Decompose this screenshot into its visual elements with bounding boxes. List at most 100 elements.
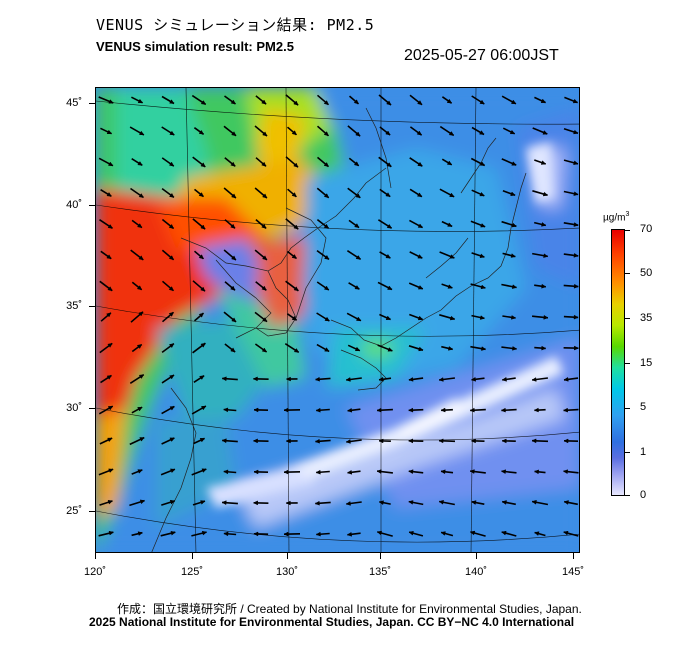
wind-arrow-head xyxy=(137,469,143,474)
lat-label-35: 35˚ xyxy=(66,300,82,312)
wind-arrow-head xyxy=(323,131,329,137)
wind-arrow-head xyxy=(418,346,424,352)
wind-arrow-head xyxy=(469,407,475,413)
wind-arrow-head xyxy=(139,499,146,505)
lat-label-40: 40˚ xyxy=(66,199,82,211)
wind-arrow-head xyxy=(479,130,485,135)
colorbar-tick xyxy=(625,408,630,409)
lon-label-135: 135˚ xyxy=(368,566,392,578)
wind-arrow-head xyxy=(138,311,144,317)
wind-arrow-head xyxy=(480,346,487,351)
wind-arrow-head xyxy=(562,407,568,413)
wind-arrow-head xyxy=(323,285,330,291)
wind-arrow-head xyxy=(573,252,579,258)
wind-arrow-head xyxy=(169,499,176,505)
wind-arrow-head xyxy=(221,438,227,444)
wind-arrow-head xyxy=(168,343,175,349)
wind-arrow-head xyxy=(416,192,423,198)
wind-arrow-head xyxy=(510,253,516,258)
wind-arrow-head xyxy=(107,343,113,348)
wind-arrow-head xyxy=(223,531,229,537)
wind-arrow-head xyxy=(541,345,547,351)
wind-arrow-head xyxy=(345,501,351,506)
wind-arrow-head xyxy=(198,129,205,135)
wind-arrow-head xyxy=(347,407,353,413)
wind-arrow-head xyxy=(510,191,516,196)
wind-arrow-head xyxy=(107,437,113,443)
wind-arrow-head xyxy=(500,407,506,413)
wind-arrow-head xyxy=(355,316,362,321)
wind-arrow-head xyxy=(574,345,579,351)
wind-arrow-head xyxy=(230,161,236,167)
wind-arrow-head xyxy=(108,99,114,104)
wind-arrow-head xyxy=(469,530,476,536)
wind-arrow-head xyxy=(223,469,229,475)
wind-arrow-head xyxy=(562,469,568,475)
wind-arrow-head xyxy=(230,347,236,353)
wind-arrow-head xyxy=(378,500,384,506)
wind-arrow-head xyxy=(201,468,207,473)
wind-arrow-head xyxy=(170,468,176,474)
wind-arrow-head xyxy=(573,160,579,166)
wind-arrow-head xyxy=(108,468,114,473)
lon-label-120: 120˚ xyxy=(83,566,107,578)
wind-arrow-head xyxy=(563,376,569,382)
wind-arrow-head xyxy=(449,192,455,198)
wind-arrow-head xyxy=(446,98,453,104)
wind-arrow-head xyxy=(531,377,537,382)
wind-arrow-head xyxy=(314,438,320,444)
wind-arrow-head xyxy=(106,254,112,260)
wind-arrow-head xyxy=(221,500,227,506)
wind-arrow-head xyxy=(511,284,518,289)
wind-arrow-head xyxy=(511,161,517,166)
lat-tick xyxy=(89,103,95,104)
wind-arrow-head xyxy=(385,130,391,136)
wind-arrow-head xyxy=(106,129,113,134)
wind-arrow-head xyxy=(354,223,360,228)
wind-arrow-head xyxy=(168,311,174,317)
lon-label-130: 130˚ xyxy=(275,566,299,578)
wind-arrow-head xyxy=(480,284,486,290)
wind-arrow-head xyxy=(253,469,259,475)
wind-arrow-head xyxy=(573,191,579,196)
wind-arrow-head xyxy=(449,254,455,259)
wind-arrow-head xyxy=(448,131,455,136)
wind-arrow-head xyxy=(573,129,579,135)
wind-arrow-head xyxy=(355,193,361,199)
wind-arrow-head xyxy=(168,255,175,261)
wind-arrow-head xyxy=(139,437,145,442)
wind-arrow-head xyxy=(355,255,362,260)
wind-arrow-head xyxy=(323,162,329,167)
lon-tick xyxy=(287,553,288,559)
wind-arrow-head xyxy=(291,254,297,259)
colorbar-label-15: 15 xyxy=(640,357,653,369)
wind-arrow-head xyxy=(314,376,320,382)
title-japanese: VENUS シミュレーション結果: PM2.5 xyxy=(96,16,375,34)
wind-arrow-head xyxy=(169,374,175,380)
wind-arrow-head xyxy=(168,161,175,167)
colorbar-label-35: 35 xyxy=(640,312,653,324)
wind-arrow-head xyxy=(534,531,540,536)
wind-arrow-head xyxy=(291,315,298,321)
wind-arrow-head xyxy=(231,131,237,137)
colorbar-label-70: 70 xyxy=(640,223,653,235)
wind-arrow-head xyxy=(438,377,444,382)
wind-arrow-head xyxy=(469,469,475,474)
wind-arrow-head xyxy=(376,407,382,413)
wind-arrow-head xyxy=(106,375,112,380)
wind-arrow-head xyxy=(230,285,236,291)
wind-arrow-head xyxy=(231,193,237,199)
wind-arrow-head xyxy=(253,500,258,506)
wind-arrow-head xyxy=(253,531,259,537)
wind-arrow-head xyxy=(573,283,579,289)
wind-arrow-head xyxy=(223,407,229,413)
forecast-timestamp: 2025-05-27 06:00JST xyxy=(404,47,559,64)
lon-label-145: 145˚ xyxy=(561,566,585,578)
wind-arrow-head xyxy=(200,500,206,505)
wind-arrow-head xyxy=(169,192,175,198)
wind-arrow-head xyxy=(378,376,384,382)
wind-arrow-head xyxy=(323,193,330,199)
wind-arrow-head xyxy=(471,500,477,505)
wind-arrow-head xyxy=(283,531,289,537)
colorbar-tick xyxy=(625,452,630,453)
